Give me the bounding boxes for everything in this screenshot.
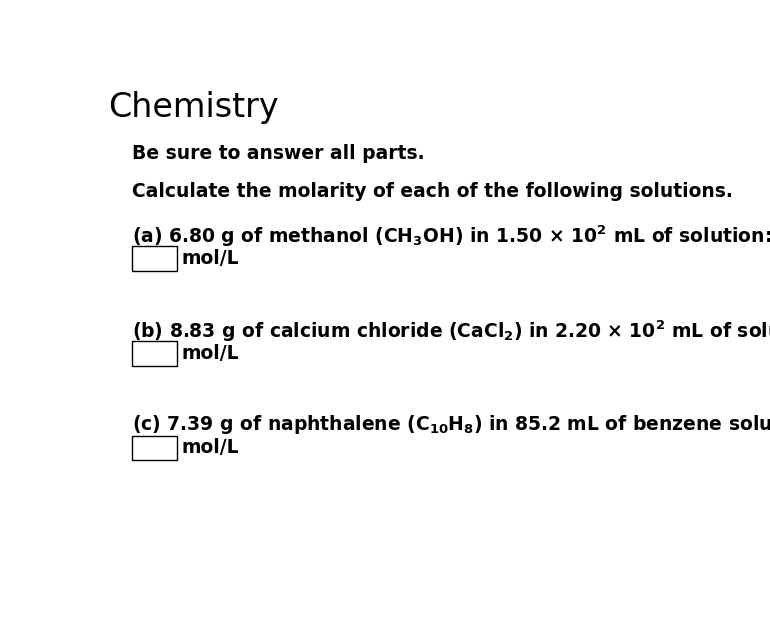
Text: mol/L: mol/L [182,438,239,458]
FancyBboxPatch shape [132,246,177,271]
FancyBboxPatch shape [132,435,177,460]
Text: (b) 8.83 g of calcium chloride (CaCl$_{2}$) in 2.20 × 10$^{2}$ mL of solution:: (b) 8.83 g of calcium chloride (CaCl$_{2… [132,319,770,344]
Text: Chemistry: Chemistry [108,91,279,124]
Text: Calculate the molarity of each of the following solutions.: Calculate the molarity of each of the fo… [132,182,733,201]
Text: Be sure to answer all parts.: Be sure to answer all parts. [132,144,425,163]
Text: mol/L: mol/L [182,248,239,268]
FancyBboxPatch shape [132,342,177,366]
Text: (c) 7.39 g of naphthalene (C$_{10}$H$_{8}$) in 85.2 mL of benzene solution:: (c) 7.39 g of naphthalene (C$_{10}$H$_{8… [132,412,770,435]
Text: (a) 6.80 g of methanol (CH$_{3}$OH) in 1.50 × 10$^{2}$ mL of solution:: (a) 6.80 g of methanol (CH$_{3}$OH) in 1… [132,224,770,249]
Text: mol/L: mol/L [182,344,239,363]
